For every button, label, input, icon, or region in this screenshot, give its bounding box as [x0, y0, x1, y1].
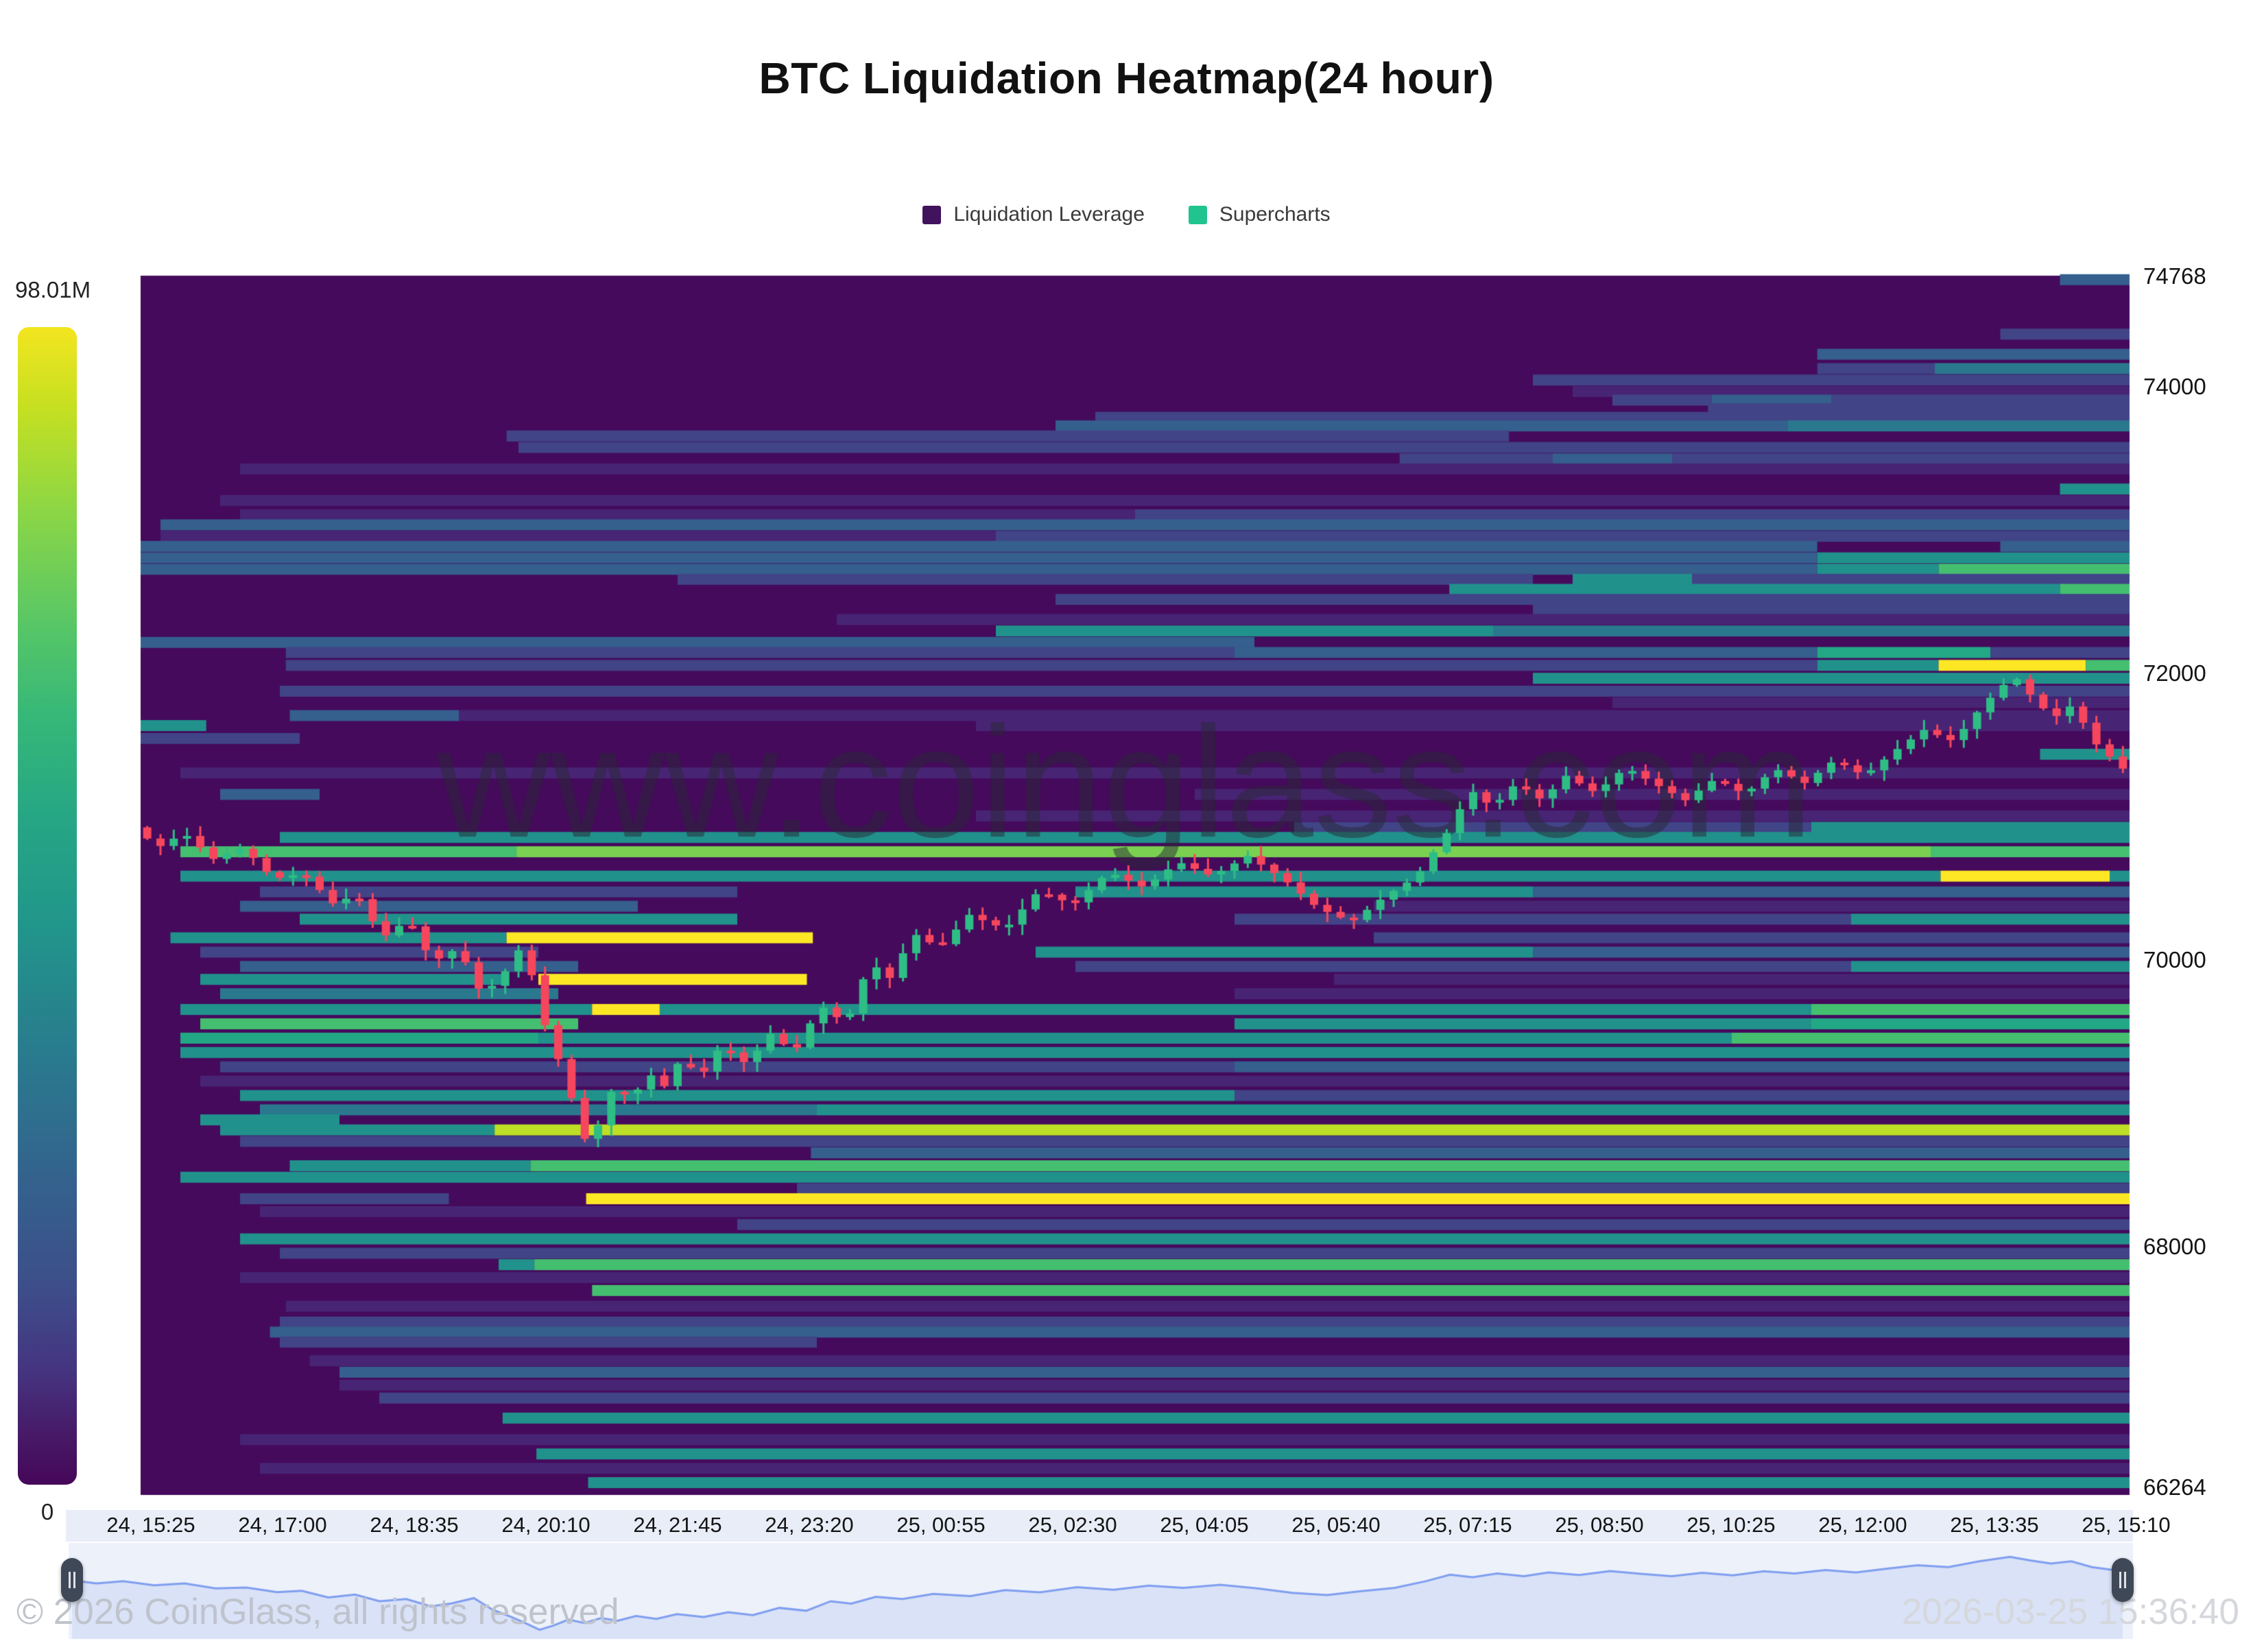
y-axis-label: 70000 [2143, 946, 2206, 972]
x-axis-label: 24, 17:00 [238, 1513, 327, 1537]
grip-icon [69, 1572, 71, 1588]
y-axis-label: 68000 [2143, 1234, 2206, 1260]
grip-icon [2124, 1572, 2126, 1588]
navigator-left-handle[interactable] [61, 1558, 83, 1602]
x-axis-label: 24, 15:25 [106, 1513, 195, 1537]
x-axis-label: 25, 08:50 [1555, 1513, 1644, 1537]
y-axis-label: 72000 [2143, 660, 2206, 686]
x-axis-label: 25, 02:30 [1028, 1513, 1117, 1537]
x-axis-label: 25, 07:15 [1423, 1513, 1512, 1537]
x-axis-label: 25, 05:40 [1291, 1513, 1381, 1537]
x-axis-label: 25, 10:25 [1686, 1513, 1776, 1537]
y-axis-label: 66264 [2143, 1474, 2206, 1500]
y-axis-label: 74768 [2143, 263, 2206, 289]
x-axis-label: 25, 15:10 [2082, 1513, 2171, 1537]
x-axis-label: 25, 12:00 [1818, 1513, 1907, 1537]
navigator-right-handle[interactable] [2112, 1558, 2134, 1602]
x-axis-label: 24, 20:10 [501, 1513, 591, 1537]
x-axis-label: 25, 13:35 [1950, 1513, 2039, 1537]
timestamp-text: 2026-03-25 15:36:40 [1901, 1592, 2239, 1632]
y-axis-label: 74000 [2143, 373, 2206, 399]
x-axis-label: 24, 18:35 [370, 1513, 459, 1537]
grip-icon [73, 1572, 75, 1588]
x-axis-label: 24, 23:20 [765, 1513, 854, 1537]
grip-icon [2119, 1572, 2121, 1588]
x-axis-label: 24, 21:45 [633, 1513, 722, 1537]
copyright-text: © 2026 CoinGlass, all rights reserved [16, 1592, 619, 1632]
x-axis-label: 25, 00:55 [896, 1513, 986, 1537]
x-axis-label: 25, 04:05 [1160, 1513, 1249, 1537]
